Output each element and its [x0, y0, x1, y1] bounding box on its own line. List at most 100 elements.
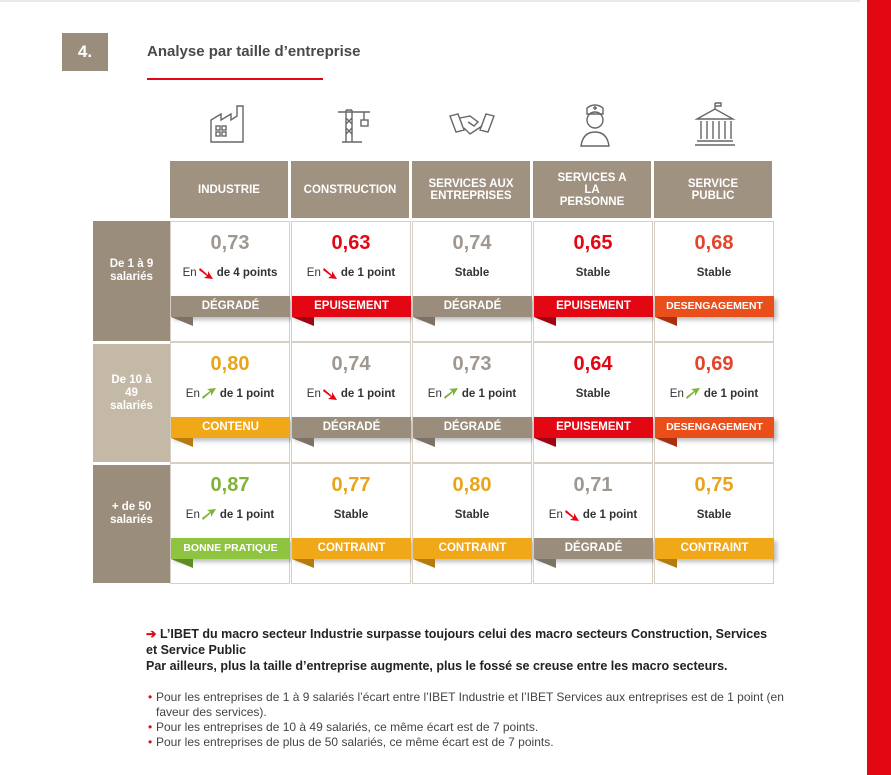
trend-amount: de 1 point: [340, 388, 396, 400]
conclusion: ➔ L’IBET du macro secteur Industrie surp…: [146, 626, 776, 674]
ibet-cell: 0,65 Stable EPUISEMENT: [533, 221, 653, 342]
trend-amount: de 1 point: [340, 267, 396, 279]
trend: En de 1 point: [292, 387, 410, 401]
trend-stable-label: Stable: [696, 267, 732, 279]
list-item: Pour les entreprises de plus de 50 salar…: [146, 735, 786, 750]
column-header-services-personne: SERVICES A LA PERSONNE: [533, 161, 651, 218]
list-item: Pour les entreprises de 10 à 49 salariés…: [146, 720, 786, 735]
trend-amount: de 1 point: [461, 388, 517, 400]
ibet-value: 0,68: [694, 232, 734, 254]
column-header-industrie: INDUSTRIE: [170, 161, 288, 218]
row-header-50-plus: + de 50 salariés: [93, 465, 170, 583]
conclusion-line-2: Par ailleurs, plus la taille d’entrepris…: [146, 659, 728, 673]
status-badge: EPUISEMENT: [292, 296, 411, 317]
public-building-icon: [689, 96, 741, 152]
section-number: 4.: [62, 33, 108, 71]
trend-amount: de 1 point: [703, 388, 759, 400]
trend: En de 4 points: [171, 266, 289, 280]
ibet-cell: 0,80 En de 1 point CONTENU: [170, 342, 290, 463]
ibet-value: 0,75: [694, 474, 734, 496]
ibet-value: 0,64: [573, 353, 613, 375]
ribbon-fold: [655, 438, 677, 447]
list-item: Pour les entreprises de 1 à 9 salariés l…: [146, 690, 786, 720]
ibet-value: 0,74: [331, 353, 371, 375]
ibet-value: 0,63: [331, 232, 371, 254]
trend-amount: de 1 point: [219, 509, 275, 521]
arrow-down-right-icon: [198, 266, 215, 280]
trend-prefix: En: [548, 509, 563, 521]
arrow-up-right-icon: [443, 387, 460, 401]
trend-prefix: En: [185, 388, 200, 400]
ibet-value: 0,77: [331, 474, 371, 496]
ribbon-fold: [413, 438, 435, 447]
trend: En de 1 point: [171, 508, 289, 522]
column-header-construction: CONSTRUCTION: [291, 161, 409, 218]
column-header-services-entreprises: SERVICES AUX ENTREPRISES: [412, 161, 530, 218]
trend-prefix: En: [306, 267, 321, 279]
ibet-value: 0,65: [573, 232, 613, 254]
handshake-icon: [446, 96, 498, 152]
page-edge-band: [867, 0, 891, 775]
arrow-down-right-icon: [322, 266, 339, 280]
ribbon-fold: [655, 559, 677, 568]
nurse-icon: [569, 96, 621, 152]
status-badge: CONTENU: [171, 417, 290, 438]
ibet-cell: 0,75 Stable CONTRAINT: [654, 463, 774, 584]
ibet-cell: 0,74 En de 1 point DÉGRADÉ: [291, 342, 411, 463]
trend: En de 1 point: [534, 508, 652, 522]
trend-stable-label: Stable: [575, 388, 611, 400]
ibet-value: 0,87: [210, 474, 250, 496]
status-badge: CONTRAINT: [655, 538, 774, 559]
ribbon-fold: [655, 317, 677, 326]
trend-stable-label: Stable: [454, 267, 490, 279]
ibet-value: 0,80: [210, 353, 250, 375]
arrow-down-right-icon: [322, 387, 339, 401]
trend-stable-label: Stable: [454, 509, 490, 521]
arrow-right-icon: ➔: [146, 627, 157, 641]
status-badge: DÉGRADÉ: [534, 538, 653, 559]
status-badge: CONTRAINT: [292, 538, 411, 559]
ibet-cell: 0,77 Stable CONTRAINT: [291, 463, 411, 584]
bullet-list: Pour les entreprises de 1 à 9 salariés l…: [146, 690, 786, 750]
ibet-cell: 0,74 Stable DÉGRADÉ: [412, 221, 532, 342]
status-badge: DESENGAGEMENT: [655, 296, 774, 317]
trend-prefix: En: [427, 388, 442, 400]
ribbon-fold: [534, 559, 556, 568]
ribbon-fold: [413, 317, 435, 326]
title-underline: [147, 78, 323, 80]
ibet-cell: 0,80 Stable CONTRAINT: [412, 463, 532, 584]
ibet-cell: 0,73 En de 1 point DÉGRADÉ: [412, 342, 532, 463]
trend: En de 1 point: [655, 387, 773, 401]
ibet-value: 0,71: [573, 474, 613, 496]
ibet-cell: 0,64 Stable EPUISEMENT: [533, 342, 653, 463]
ribbon-fold: [292, 559, 314, 568]
column-header-service-public: SERVICE PUBLIC: [654, 161, 772, 218]
ribbon-fold: [534, 438, 556, 447]
top-rule: [0, 0, 860, 2]
trend-stable-label: Stable: [333, 509, 369, 521]
status-badge: DÉGRADÉ: [171, 296, 290, 317]
row-header-1-9: De 1 à 9 salariés: [93, 221, 170, 341]
trend-stable-label: Stable: [696, 509, 732, 521]
status-badge: BONNE PRATIQUE: [171, 538, 290, 559]
trend-prefix: En: [306, 388, 321, 400]
arrow-up-right-icon: [201, 508, 218, 522]
ibet-value: 0,74: [452, 232, 492, 254]
ribbon-fold: [171, 559, 193, 568]
ibet-cell: 0,87 En de 1 point BONNE PRATIQUE: [170, 463, 290, 584]
trend-amount: de 1 point: [582, 509, 638, 521]
trend-amount: de 4 points: [216, 267, 278, 279]
trend-prefix: En: [669, 388, 684, 400]
trend-stable-label: Stable: [575, 267, 611, 279]
ibet-value: 0,69: [694, 353, 734, 375]
status-badge: CONTRAINT: [413, 538, 532, 559]
section-title: Analyse par taille d’entreprise: [147, 43, 361, 60]
arrow-down-right-icon: [564, 508, 581, 522]
arrow-up-right-icon: [201, 387, 218, 401]
ibet-cell: 0,68 Stable DESENGAGEMENT: [654, 221, 774, 342]
trend-prefix: En: [185, 509, 200, 521]
status-badge: DÉGRADÉ: [413, 417, 532, 438]
trend: En de 1 point: [413, 387, 531, 401]
trend-amount: de 1 point: [219, 388, 275, 400]
row-header-10-49: De 10 à 49 salariés: [93, 344, 170, 462]
